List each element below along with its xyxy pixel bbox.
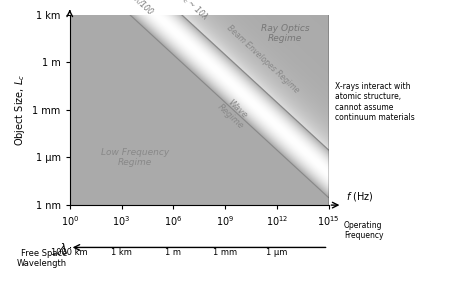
Text: Operating
Frequency: Operating Frequency [344,221,383,240]
Text: Beam Envelopes Regime: Beam Envelopes Regime [225,23,301,95]
Text: $L_c$ ~ $\lambda$/100: $L_c$ ~ $\lambda$/100 [117,0,157,18]
Text: Ray Optics
Regime: Ray Optics Regime [261,24,310,43]
Text: X-rays interact with
atomic structure,
cannot assume
continuum materials: X-rays interact with atomic structure, c… [335,82,415,122]
Text: Free Space
Wavelength: Free Space Wavelength [17,248,67,268]
Text: $L_c$ ~ 10$\lambda$: $L_c$ ~ 10$\lambda$ [177,0,211,23]
Text: 1000 km: 1000 km [51,248,88,257]
Y-axis label: Object Size, $L_c$: Object Size, $L_c$ [13,74,27,146]
Text: $\lambda$: $\lambda$ [59,241,67,253]
Text: 1 mm: 1 mm [213,248,237,257]
Text: Wave
Regime: Wave Regime [215,95,252,131]
Text: Low Frequency
Regime: Low Frequency Regime [101,148,169,167]
Text: 1 μm: 1 μm [266,248,288,257]
Text: $f$ (Hz): $f$ (Hz) [346,190,374,203]
Text: 1 km: 1 km [111,248,132,257]
Text: 1 m: 1 m [165,248,181,257]
